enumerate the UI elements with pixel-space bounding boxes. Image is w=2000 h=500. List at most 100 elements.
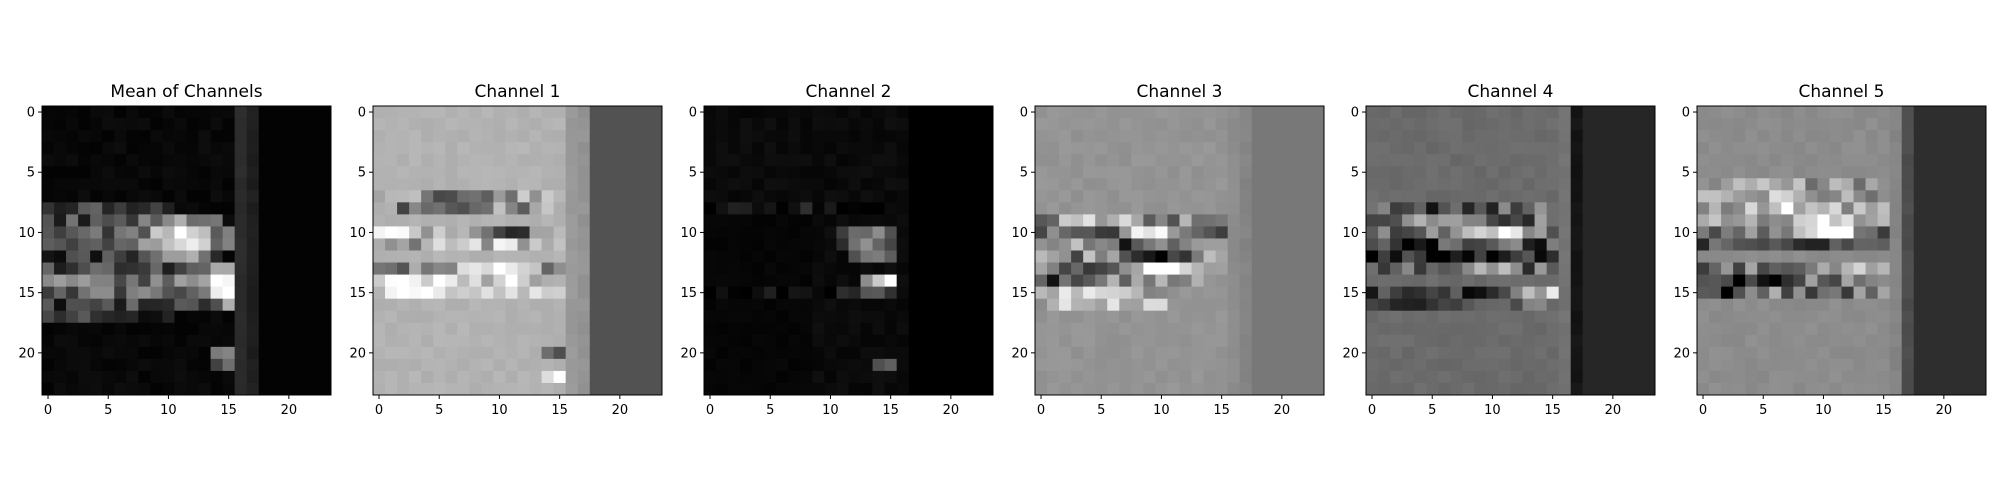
heatmap-cell bbox=[637, 202, 651, 215]
heatmap-cell bbox=[493, 226, 506, 239]
heatmap-cell bbox=[1546, 154, 1560, 167]
heatmap-cell bbox=[740, 334, 753, 348]
heatmap-cell bbox=[1227, 358, 1241, 372]
heatmap-cell bbox=[162, 250, 175, 263]
heatmap-cell bbox=[174, 346, 187, 360]
heatmap-cell bbox=[385, 274, 398, 288]
heatmap-cell bbox=[932, 370, 946, 384]
heatmap-cell bbox=[1853, 370, 1866, 384]
heatmap-cell bbox=[1071, 154, 1084, 167]
heatmap-cell bbox=[1071, 106, 1084, 119]
heatmap-cell bbox=[493, 106, 506, 119]
heatmap-cell bbox=[896, 166, 910, 179]
heatmap-cell bbox=[601, 118, 615, 131]
heatmap-cell bbox=[222, 370, 236, 384]
heatmap-cell bbox=[1594, 154, 1608, 167]
heatmap-cell bbox=[800, 382, 813, 396]
heatmap-cell bbox=[848, 154, 861, 167]
heatmap-cell bbox=[577, 310, 591, 324]
heatmap-cell bbox=[908, 118, 922, 131]
heatmap-cell bbox=[908, 310, 922, 324]
heatmap-cell bbox=[601, 322, 615, 336]
heatmap-cell bbox=[445, 262, 458, 275]
heatmap-cell bbox=[589, 238, 603, 251]
heatmap-cell bbox=[1378, 130, 1391, 143]
heatmap-cell bbox=[457, 202, 470, 215]
heatmap-cell bbox=[776, 250, 789, 263]
heatmap-cell bbox=[1949, 166, 1963, 179]
heatmap-cell bbox=[1071, 310, 1084, 324]
heatmap-cell bbox=[1107, 226, 1120, 239]
heatmap-cell bbox=[1757, 250, 1770, 263]
heatmap-cell bbox=[956, 202, 970, 215]
heatmap-cell bbox=[764, 310, 777, 324]
heatmap-cell bbox=[529, 226, 542, 239]
heatmap-cell bbox=[1606, 226, 1620, 239]
heatmap-cell bbox=[397, 310, 410, 324]
heatmap-cell bbox=[1414, 202, 1427, 215]
heatmap-cell bbox=[54, 130, 67, 143]
heatmap-cell bbox=[1793, 178, 1806, 191]
heatmap-cell bbox=[493, 322, 506, 336]
heatmap-cell bbox=[186, 370, 199, 384]
heatmap-cell bbox=[174, 274, 187, 288]
heatmap-cell bbox=[1426, 118, 1439, 131]
heatmap-cell bbox=[1119, 382, 1132, 396]
heatmap-cell bbox=[1107, 250, 1120, 263]
heatmap-cell bbox=[1925, 286, 1939, 300]
heatmap-cell bbox=[1119, 298, 1132, 312]
heatmap-cell bbox=[1143, 382, 1156, 396]
heatmap-cell bbox=[1805, 226, 1818, 239]
heatmap-cell bbox=[457, 106, 470, 119]
axes-frame bbox=[1696, 105, 1987, 396]
heatmap-cell bbox=[764, 334, 777, 348]
heatmap-cell bbox=[1606, 286, 1620, 300]
heatmap-cell bbox=[788, 274, 801, 288]
heatmap-cell bbox=[409, 166, 422, 179]
heatmap-cell bbox=[1745, 286, 1758, 300]
heatmap-cell bbox=[1697, 202, 1710, 215]
heatmap-cell bbox=[1510, 370, 1523, 384]
heatmap-cell bbox=[1865, 358, 1879, 372]
heatmap-cell bbox=[740, 298, 753, 312]
heatmap-cell bbox=[577, 166, 591, 179]
heatmap-cell bbox=[78, 286, 91, 300]
heatmap-cell bbox=[1486, 286, 1499, 300]
heatmap-cell bbox=[824, 226, 837, 239]
heatmap-cell bbox=[78, 154, 91, 167]
heatmap-cell bbox=[788, 310, 801, 324]
heatmap-cell bbox=[1865, 334, 1879, 348]
heatmap-cell bbox=[1630, 346, 1644, 360]
heatmap-cell bbox=[752, 226, 765, 239]
heatmap-cell bbox=[968, 106, 982, 119]
heatmap-cell bbox=[306, 142, 320, 155]
heatmap-cell bbox=[210, 178, 224, 191]
y-tick-label: 10 bbox=[680, 226, 697, 241]
heatmap-cell bbox=[1853, 166, 1866, 179]
heatmap-cell bbox=[78, 178, 91, 191]
heatmap-cell bbox=[1450, 286, 1463, 300]
heatmap-cell bbox=[421, 142, 434, 155]
heatmap-cell bbox=[577, 118, 591, 131]
heatmap-cell bbox=[1299, 370, 1313, 384]
heatmap-cell bbox=[282, 178, 296, 191]
heatmap-cell bbox=[517, 178, 530, 191]
heatmap-cell bbox=[493, 382, 506, 396]
heatmap-cell bbox=[752, 154, 765, 167]
heatmap-cell bbox=[306, 202, 320, 215]
heatmap-cell bbox=[306, 154, 320, 167]
heatmap-cell bbox=[469, 358, 482, 372]
heatmap-cell bbox=[764, 166, 777, 179]
heatmap-cell bbox=[1793, 346, 1806, 360]
heatmap-cell bbox=[1733, 322, 1746, 336]
heatmap-cell bbox=[1745, 298, 1758, 312]
heatmap-cell bbox=[1522, 358, 1535, 372]
heatmap-cell bbox=[1131, 358, 1144, 372]
heatmap-cell bbox=[1402, 130, 1415, 143]
heatmap-cell bbox=[1227, 106, 1241, 119]
heatmap-cell bbox=[102, 262, 115, 275]
heatmap-cell bbox=[469, 382, 482, 396]
heatmap-cell bbox=[1829, 286, 1842, 300]
heatmap-cell bbox=[1889, 382, 1903, 396]
heatmap-cell bbox=[860, 190, 873, 203]
